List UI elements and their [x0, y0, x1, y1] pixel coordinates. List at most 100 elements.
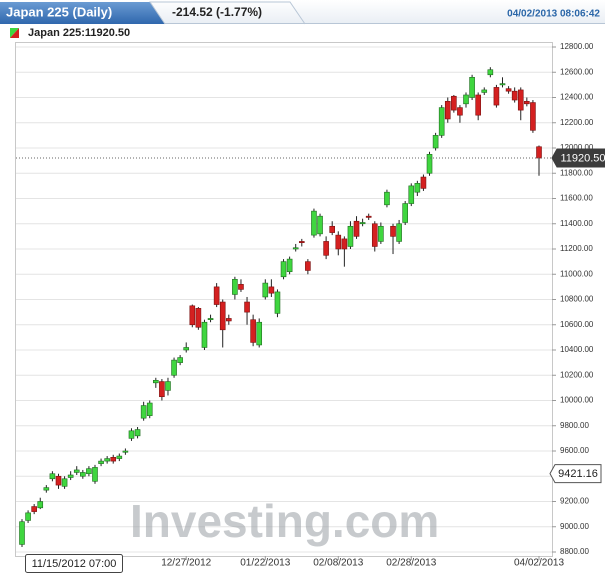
- price-tag-label: 9421.16: [558, 468, 598, 480]
- candle-body: [323, 241, 329, 256]
- price-tag-box: [551, 148, 605, 168]
- y-tick-label: 10000.00: [560, 396, 594, 405]
- y-tick-label: 10400.00: [560, 345, 594, 354]
- candle-body: [311, 210, 317, 236]
- candle-body: [493, 87, 500, 106]
- x-tick-label: 02/08/2013: [313, 558, 363, 569]
- candle-body: [19, 521, 25, 545]
- candle-body: [463, 94, 469, 105]
- candle-body: [256, 321, 263, 346]
- candle-body: [268, 286, 275, 294]
- x-tick-label: 04/02/2013: [514, 558, 564, 569]
- candle-body: [487, 69, 494, 76]
- x-tick-label: 12/27/2012: [161, 558, 211, 569]
- candle-body: [517, 89, 524, 111]
- y-tick-label: 11000.00: [560, 269, 593, 278]
- y-tick-label: 10800.00: [560, 295, 594, 304]
- candle-body: [177, 357, 183, 363]
- candle-body: [286, 258, 293, 273]
- candle-body: [420, 176, 427, 189]
- candle-body: [481, 89, 488, 93]
- candle-body: [371, 223, 378, 247]
- candle-body: [67, 474, 74, 478]
- candle-body: [110, 457, 117, 462]
- candle-body: [432, 135, 439, 149]
- candle-body: [244, 301, 250, 313]
- candle-body: [335, 234, 342, 250]
- candle-body: [232, 278, 238, 295]
- watermark: Investing.com: [130, 495, 439, 547]
- candle-body: [128, 430, 135, 439]
- candle-body: [25, 512, 31, 521]
- candle-body: [171, 359, 177, 376]
- candle-body: [262, 282, 269, 298]
- price-tag-label: 11920.50: [560, 152, 605, 164]
- candle-body: [159, 381, 165, 398]
- candle-body: [250, 319, 256, 343]
- candle-body: [219, 301, 226, 331]
- candles: [19, 67, 542, 547]
- candle-body: [207, 318, 214, 320]
- candle-body: [43, 487, 50, 491]
- candle-body: [146, 402, 153, 416]
- candle-body: [329, 225, 336, 233]
- y-tick-label: 9200.00: [560, 497, 589, 506]
- y-tick-label: 11400.00: [560, 219, 593, 228]
- y-tick-label: 10600.00: [560, 320, 594, 329]
- chart-title: Japan 225 (Daily): [6, 4, 112, 19]
- y-tick-label: 12000.00: [560, 143, 594, 152]
- candle-body: [292, 247, 299, 250]
- candle-body: [359, 222, 366, 225]
- candle-body: [402, 203, 408, 223]
- candle-body: [408, 185, 415, 204]
- price-tag-box: [549, 464, 602, 484]
- candle-body: [414, 183, 421, 193]
- candle-body: [92, 467, 98, 482]
- candle-body: [438, 107, 445, 136]
- candle-body: [104, 458, 110, 462]
- candle-body: [61, 478, 68, 487]
- candle-body: [505, 88, 512, 92]
- y-tick-label: 9800.00: [560, 421, 589, 430]
- candle-body: [524, 100, 530, 105]
- candle-body: [116, 455, 123, 459]
- legend-label: Japan 225:11920.50: [28, 27, 130, 39]
- candle-body: [201, 321, 208, 348]
- candle-body: [134, 429, 141, 437]
- candle-body: [444, 100, 451, 120]
- candle-body: [165, 381, 171, 391]
- candle-body: [73, 469, 80, 473]
- candle-body: [378, 225, 384, 242]
- title-tab: [0, 2, 165, 24]
- candle-body: [189, 305, 196, 326]
- candle-body: [396, 223, 402, 242]
- legend-icon-down: [10, 28, 19, 38]
- candle-body: [317, 215, 323, 235]
- overlays: 11920.50 9421.16: [16, 148, 605, 484]
- candle-body: [298, 241, 305, 243]
- y-tick-label: 12400.00: [560, 93, 594, 102]
- y-tick-label: 11600.00: [560, 194, 593, 203]
- candle-body: [499, 83, 506, 86]
- candle-body: [80, 472, 86, 477]
- price-change: -214.52 (-1.77%): [172, 5, 262, 19]
- candle-body: [353, 220, 360, 237]
- candle-body: [86, 468, 92, 475]
- y-tick-label: 12200.00: [560, 118, 594, 127]
- candle-body: [347, 225, 354, 247]
- x-tick-label: 01/22/2013: [240, 558, 290, 569]
- candle-body: [98, 460, 104, 464]
- candle-body: [238, 284, 244, 290]
- candle-body: [426, 154, 433, 174]
- candle-body: [49, 473, 56, 480]
- candle-body: [37, 501, 44, 509]
- candle-body: [226, 318, 232, 322]
- y-tick-label: 11800.00: [560, 168, 593, 177]
- candle-body: [469, 77, 475, 98]
- candle-body: [530, 102, 536, 131]
- candle-body: [140, 405, 147, 419]
- candle-body: [511, 90, 518, 101]
- y-tick-label: 8800.00: [560, 547, 589, 556]
- candle-body: [55, 475, 62, 486]
